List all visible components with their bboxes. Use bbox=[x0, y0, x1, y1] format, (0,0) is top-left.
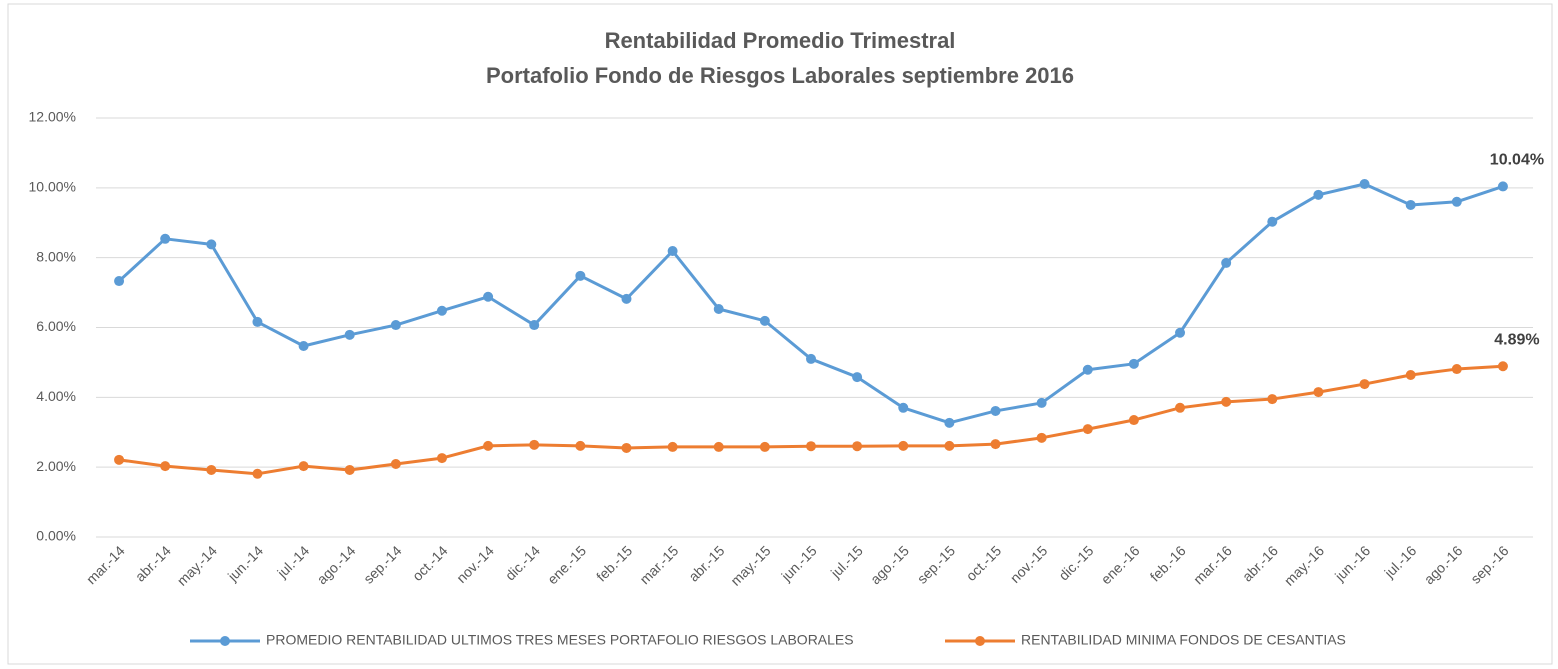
data-point bbox=[114, 454, 125, 465]
data-point bbox=[1405, 369, 1416, 380]
y-tick-label: 0.00% bbox=[36, 528, 76, 544]
data-point bbox=[713, 303, 724, 314]
data-point bbox=[621, 293, 632, 304]
data-point bbox=[1267, 394, 1278, 405]
data-point bbox=[575, 270, 586, 281]
data-point bbox=[344, 329, 355, 340]
y-tick-label: 2.00% bbox=[36, 458, 76, 474]
y-tick-label: 8.00% bbox=[36, 248, 76, 264]
legend-label: RENTABILIDAD MINIMA FONDOS DE CESANTIAS bbox=[1021, 632, 1346, 648]
data-point bbox=[1359, 379, 1370, 390]
data-point bbox=[759, 315, 770, 326]
data-point bbox=[621, 442, 632, 453]
data-point bbox=[436, 453, 447, 464]
data-label: 4.89% bbox=[1494, 331, 1539, 348]
data-point bbox=[990, 439, 1001, 450]
data-point bbox=[1128, 415, 1139, 426]
data-point bbox=[1359, 178, 1370, 189]
data-point bbox=[436, 305, 447, 316]
data-point bbox=[1128, 358, 1139, 369]
data-point bbox=[806, 353, 816, 364]
data-point bbox=[852, 372, 863, 383]
data-point bbox=[944, 417, 955, 428]
data-point bbox=[483, 440, 494, 451]
data-point bbox=[1313, 387, 1324, 398]
legend-marker bbox=[220, 636, 230, 646]
y-tick-label: 4.00% bbox=[36, 388, 76, 404]
data-point bbox=[160, 233, 171, 244]
data-point bbox=[160, 461, 171, 472]
data-point bbox=[1313, 189, 1324, 200]
legend-marker bbox=[975, 636, 985, 646]
data-point bbox=[483, 291, 494, 302]
data-point bbox=[759, 441, 770, 452]
data-point bbox=[1221, 396, 1232, 407]
data-point bbox=[1405, 199, 1416, 210]
data-point bbox=[1267, 216, 1278, 227]
data-point bbox=[390, 320, 401, 331]
data-point bbox=[1082, 364, 1093, 375]
data-point bbox=[1082, 424, 1093, 435]
data-point bbox=[852, 441, 863, 452]
data-point bbox=[206, 464, 217, 475]
data-point bbox=[298, 341, 309, 352]
data-point bbox=[1175, 402, 1186, 413]
data-point bbox=[1451, 196, 1462, 207]
data-point bbox=[944, 440, 955, 451]
chart-subtitle: Portafolio Fondo de Riesgos Laborales se… bbox=[486, 63, 1074, 88]
y-tick-label: 10.00% bbox=[29, 179, 76, 195]
data-point bbox=[898, 402, 909, 413]
data-label: 10.04% bbox=[1490, 152, 1544, 169]
data-point bbox=[1036, 432, 1047, 443]
data-point bbox=[1175, 327, 1186, 338]
data-point bbox=[667, 246, 678, 257]
data-point bbox=[114, 276, 125, 287]
data-point bbox=[390, 459, 401, 470]
data-point bbox=[575, 440, 586, 451]
chart-title: Rentabilidad Promedio Trimestral bbox=[605, 28, 956, 53]
data-point bbox=[252, 468, 263, 479]
data-point bbox=[206, 239, 217, 250]
data-point bbox=[806, 441, 816, 452]
y-tick-label: 12.00% bbox=[29, 109, 76, 125]
data-point bbox=[1451, 364, 1462, 375]
data-point bbox=[298, 461, 309, 472]
data-point bbox=[344, 464, 355, 475]
data-point bbox=[529, 439, 540, 450]
data-point bbox=[898, 440, 909, 451]
data-point bbox=[667, 441, 678, 452]
data-point bbox=[1036, 397, 1047, 408]
data-point bbox=[252, 316, 263, 327]
y-tick-label: 6.00% bbox=[36, 318, 76, 334]
data-point bbox=[1497, 361, 1508, 372]
data-point bbox=[1221, 257, 1232, 268]
data-point bbox=[1497, 181, 1508, 192]
data-point bbox=[713, 441, 724, 452]
data-point bbox=[990, 405, 1001, 416]
legend-label: PROMEDIO RENTABILIDAD ULTIMOS TRES MESES… bbox=[266, 632, 854, 648]
data-point bbox=[529, 320, 540, 331]
